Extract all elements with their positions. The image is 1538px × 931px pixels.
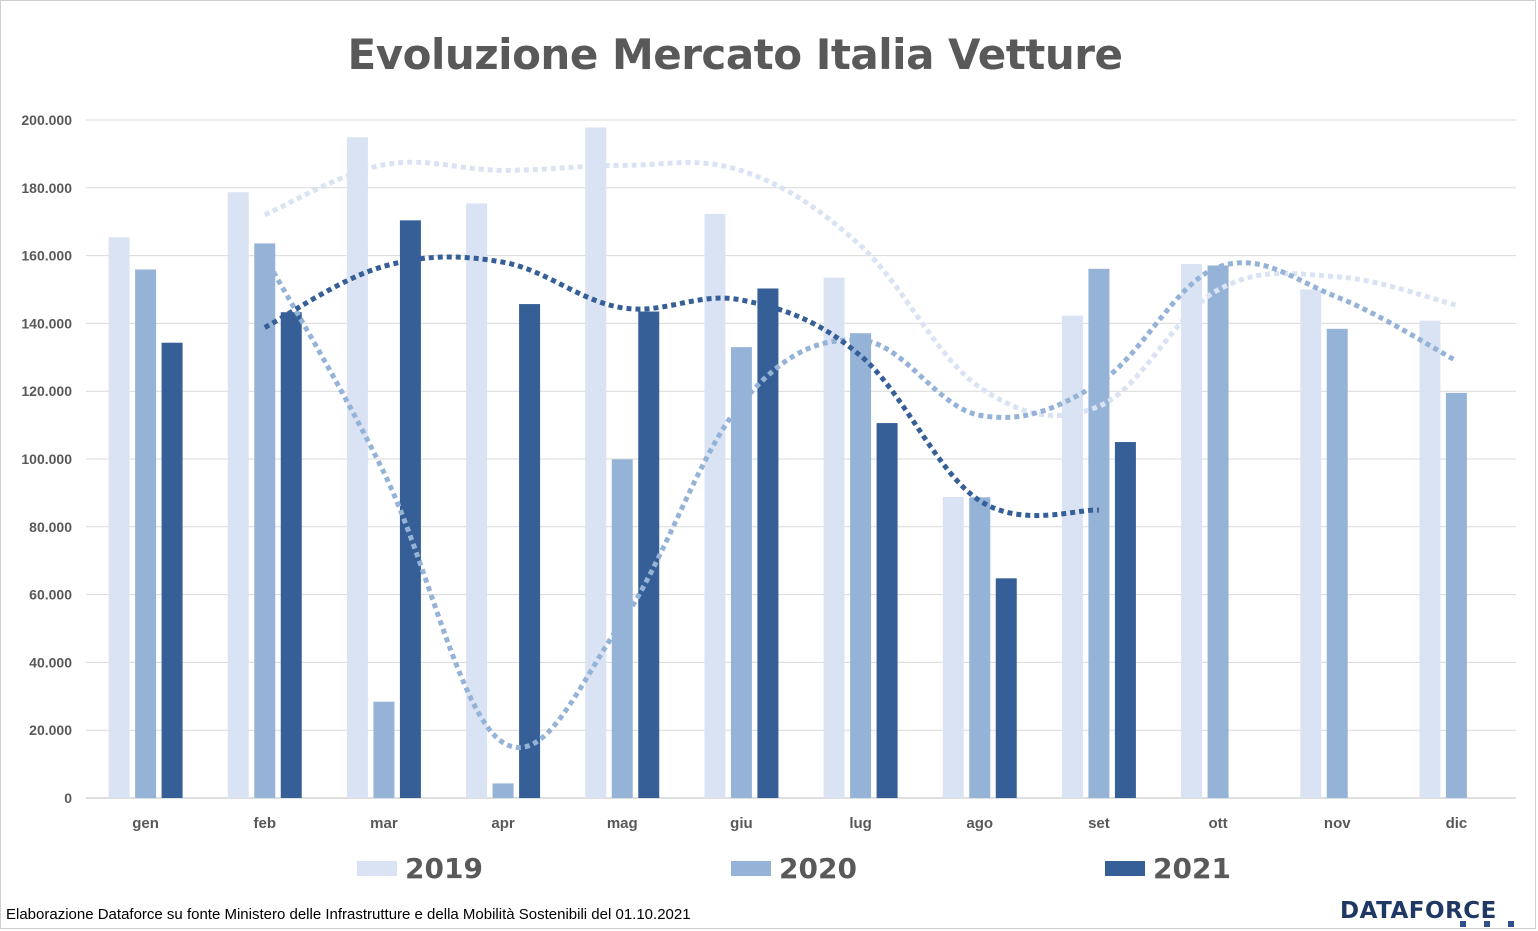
bar-2020-nov [1326,328,1348,798]
legend-item-2019: 2019 [357,848,483,888]
legend-label-2019: 2019 [405,851,483,885]
bar-2021-apr [519,304,541,798]
dataforce-logo: DATAFORCE [1340,898,1497,924]
bar-2021-feb [280,312,302,798]
bar-2021-ago [995,578,1017,798]
bar-2021-giu [757,288,779,798]
bar-2020-mag [611,459,633,798]
bar-2020-feb [254,243,276,798]
legend-item-2021: 2021 [1105,848,1231,888]
x-tick-label: dic [1446,815,1468,832]
legend-item-2020: 2020 [731,848,857,888]
y-tick-label: 80.000 [29,519,72,535]
trendline-2021 [263,254,1100,519]
x-tick-label: nov [1324,815,1351,832]
bar-2019-apr [466,203,488,799]
bar-2019-set [1061,315,1083,798]
bar-2020-lug [850,333,872,798]
trendline-2019 [263,159,1457,419]
y-tick-label: 20.000 [29,722,72,738]
y-tick-label: 160.000 [21,248,72,264]
bar-2019-dic [1419,320,1441,798]
bar-2021-lug [876,423,898,798]
bar-2021-gen [161,342,183,798]
x-tick-label: gen [132,815,159,832]
y-tick-label: 40.000 [29,654,72,670]
bar-2019-mar [346,137,368,798]
bar-2019-ott [1181,264,1203,798]
legend-label-2020: 2020 [779,851,857,885]
bar-2019-feb [227,192,249,798]
bar-2019-giu [704,213,726,798]
legend-swatch-2019 [357,860,397,876]
bar-2019-nov [1300,289,1322,798]
chart-plot: 0 20.000 40.000 60.000 80.000 100.000 120.000 1… [21,112,1516,832]
bar-2019-gen [108,237,130,798]
legend-swatch-2020 [731,860,771,876]
bar-2021-set [1114,442,1136,798]
bar-2019-mag [585,127,607,798]
y-tick-label: 140.000 [21,315,72,331]
bar-2020-set [1088,268,1110,798]
y-tick-label: 200.000 [21,112,72,128]
x-tick-label: giu [730,815,753,832]
y-tick-label: 120.000 [21,383,72,399]
y-tick-label: 0 [64,790,72,806]
x-tick-label: feb [254,815,277,832]
x-tick-label: mag [607,815,638,832]
bar-2020-gen [135,269,157,798]
trendline-2020 [262,255,1458,751]
legend-swatch-2021 [1105,860,1145,876]
y-tick-label: 180.000 [21,180,72,196]
bar-2021-mar [399,220,421,798]
bar-2020-ott [1207,265,1229,798]
x-tick-label: apr [491,815,515,832]
x-tick-label: set [1088,815,1110,832]
x-tick-label: mar [370,815,398,832]
bar-2020-mar [373,701,395,798]
x-tick-label: lug [849,815,872,832]
bar-2020-dic [1445,392,1467,798]
chart-title: Evoluzione Mercato Italia Vetture [347,30,1123,79]
bar-2020-giu [730,347,752,798]
legend-label-2021: 2021 [1153,851,1231,885]
source-note: Elaborazione Dataforce su fonte Minister… [6,906,691,923]
x-tick-label: ott [1209,815,1228,832]
bar-2021-mag [638,311,660,798]
x-tick-label: ago [966,815,993,832]
y-tick-label: 60.000 [29,587,72,603]
bar-2019-ago [942,496,964,798]
chart-legend: 2019 2020 2021 [0,848,1538,888]
bar-2020-apr [492,783,514,798]
y-tick-label: 100.000 [21,451,72,467]
bar-2020-ago [969,497,991,798]
bar-2019-lug [823,277,845,798]
